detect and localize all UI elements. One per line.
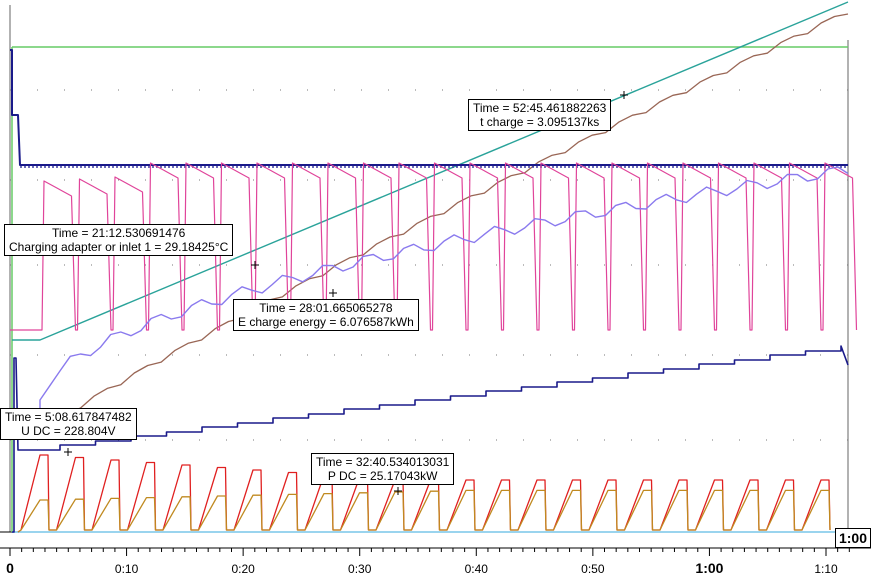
annotation-time-label: Time = 32:40.534013031 bbox=[316, 455, 450, 469]
end-time-marker: 1:00 bbox=[835, 528, 871, 548]
x-tick-label: 0:50 bbox=[581, 562, 605, 576]
x-tick-label: 0:20 bbox=[231, 562, 255, 576]
annotation-t-charge: Time = 52:45.461882263 t charge = 3.0951… bbox=[468, 99, 612, 131]
annotation-u-dc: Time = 5:08.617847482 U DC = 228.804V bbox=[0, 408, 137, 440]
annotation-temperature: Time = 21:12.530691476 Charging adapter … bbox=[4, 224, 234, 256]
annotation-p-dc: Time = 32:40.534013031 P DC = 25.17043kW bbox=[311, 453, 455, 485]
annotation-value-label: P DC = 25.17043kW bbox=[327, 469, 438, 483]
series-temperature bbox=[9, 166, 849, 426]
annotation-value-label: U DC = 228.804V bbox=[21, 424, 116, 438]
annotation-energy: Time = 28:01.665065278 E charge energy =… bbox=[233, 299, 419, 331]
x-tick-label: 1:00 bbox=[695, 560, 723, 576]
x-tick-label: 1:10 bbox=[814, 562, 838, 576]
x-tick-label: 0:30 bbox=[348, 562, 372, 576]
series-e-charge-energy bbox=[39, 13, 849, 435]
series-p-dc-secondary bbox=[17, 489, 831, 533]
annotation-time-label: Time = 28:01.665065278 bbox=[259, 301, 393, 315]
annotation-value-label: Charging adapter or inlet 1 = 29.18425°C bbox=[9, 240, 229, 254]
x-tick-label: 0:10 bbox=[115, 562, 139, 576]
annotation-time-label: Time = 5:08.617847482 bbox=[5, 410, 132, 424]
x-tick-label: 0:40 bbox=[465, 562, 489, 576]
annotation-value-label: E charge energy = 6.076587kWh bbox=[238, 315, 414, 329]
x-tick-label: 0 bbox=[6, 560, 14, 576]
series-navy-top bbox=[10, 49, 848, 166]
annotation-value-label: t charge = 3.095137ks bbox=[480, 115, 600, 129]
series-u-dc bbox=[12, 345, 849, 533]
annotation-time-label: Time = 52:45.461882263 bbox=[473, 101, 607, 115]
annotation-time-label: Time = 21:12.530691476 bbox=[51, 226, 186, 240]
series-current-sawtooth bbox=[10, 162, 858, 331]
